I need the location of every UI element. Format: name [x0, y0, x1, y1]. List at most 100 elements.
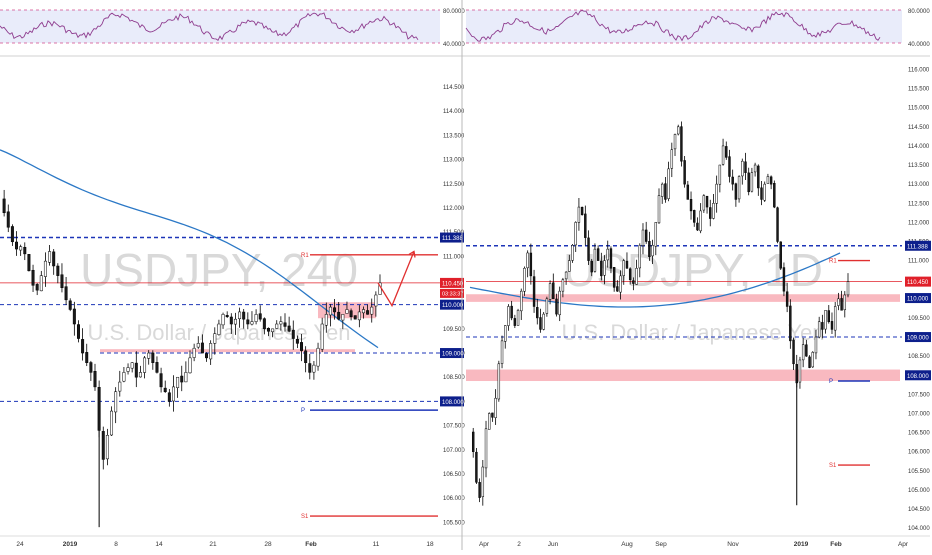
candle-down — [693, 210, 696, 223]
candle-down — [555, 298, 558, 315]
candle-down — [155, 362, 159, 373]
candle-down — [60, 274, 64, 288]
candle-down — [205, 353, 209, 359]
candle-up — [105, 435, 109, 460]
candle-down — [180, 375, 184, 383]
candle-up — [763, 183, 766, 201]
candle-down — [769, 176, 773, 185]
candle-up — [147, 352, 151, 359]
candle-up — [833, 306, 837, 331]
candle-down — [258, 313, 262, 320]
x-tick-label: 21 — [209, 541, 217, 548]
candle-up — [635, 267, 638, 285]
x-tick-label: Jun — [548, 541, 559, 548]
x-tick-label: Sep — [655, 541, 667, 548]
level-price-tag — [440, 299, 464, 310]
candle-up — [712, 203, 715, 219]
candle-up — [638, 245, 641, 269]
candle-up — [345, 309, 349, 314]
candle-down — [337, 311, 341, 320]
candle-down — [291, 329, 295, 339]
candle-down — [616, 286, 619, 292]
candle-up — [568, 260, 571, 272]
y-tick-label: 107.500 — [908, 392, 930, 398]
candle-down — [56, 265, 60, 276]
candle-up — [837, 298, 840, 306]
candle-down — [68, 300, 72, 310]
candle-down — [262, 318, 266, 330]
rsi-line — [465, 10, 881, 42]
zone-price-tag-text: 108.000 — [907, 374, 929, 380]
candle-down — [580, 206, 584, 215]
candle-up — [19, 246, 23, 251]
candle-up — [750, 172, 754, 192]
candle-down — [513, 318, 517, 326]
rsi-level-label: 40.0000 — [908, 42, 930, 48]
candle-up — [846, 281, 850, 296]
x-tick-label: 8 — [114, 541, 118, 548]
candle-down — [81, 339, 85, 354]
price-zone — [100, 349, 355, 353]
candle-down — [366, 310, 370, 315]
candle-down — [686, 184, 690, 200]
candle-down — [789, 305, 792, 342]
candle-down — [680, 126, 683, 162]
candle-down — [304, 350, 308, 363]
candle-down — [628, 268, 632, 280]
current-price-tag — [440, 277, 464, 288]
candle-down — [587, 237, 590, 261]
candle-up — [39, 275, 43, 292]
candle-down — [283, 322, 287, 327]
candle-down — [159, 373, 163, 388]
candle-down — [600, 260, 603, 277]
moving-average-line — [0, 149, 379, 349]
candle-down — [760, 187, 763, 200]
x-tick-label: 11 — [373, 541, 380, 548]
candle-up — [741, 160, 744, 177]
y-tick-label: 104.000 — [908, 526, 930, 532]
candle-down — [827, 310, 830, 323]
pivot-label: P — [301, 408, 305, 414]
candle-up — [657, 195, 661, 224]
candle-up — [481, 466, 485, 498]
candle-up — [507, 306, 510, 326]
candle-down — [664, 183, 667, 200]
y-tick-label: 106.500 — [443, 472, 465, 478]
y-tick-label: 114.000 — [443, 109, 465, 115]
candle-down — [821, 322, 824, 330]
x-tick-label: 2019 — [63, 541, 78, 548]
candle-up — [312, 364, 316, 373]
y-tick-label: 106.000 — [908, 450, 930, 456]
rsi-line — [0, 12, 419, 41]
candle-up — [673, 134, 677, 150]
x-tick-label: 18 — [426, 541, 434, 548]
candle-down — [287, 325, 291, 332]
candle-down — [840, 298, 843, 311]
candle-up — [718, 164, 722, 185]
candle-up — [374, 294, 378, 307]
zone-price-tag-text: 110.000 — [907, 297, 929, 303]
symbol-watermark: USDJPY, 240 — [80, 244, 358, 296]
x-tick-label: Feb — [305, 541, 317, 548]
y-tick-label: 115.500 — [908, 87, 930, 93]
candle-down — [612, 267, 616, 288]
candle-up — [558, 290, 561, 316]
x-tick-label: Apr — [479, 541, 490, 548]
candle-down — [333, 307, 337, 313]
candle-down — [167, 392, 171, 402]
y-tick-label: 107.500 — [443, 424, 465, 430]
candle-up — [500, 340, 504, 364]
candle-down — [89, 362, 93, 373]
rsi-level-label: 40.0000 — [443, 42, 465, 48]
candle-down — [308, 363, 312, 373]
candle-down — [200, 342, 204, 354]
y-tick-label: 112.000 — [908, 220, 930, 226]
candle-down — [510, 305, 513, 319]
y-tick-label: 105.500 — [443, 520, 465, 526]
candle-up — [497, 363, 501, 400]
y-tick-label: 114.500 — [908, 125, 930, 131]
